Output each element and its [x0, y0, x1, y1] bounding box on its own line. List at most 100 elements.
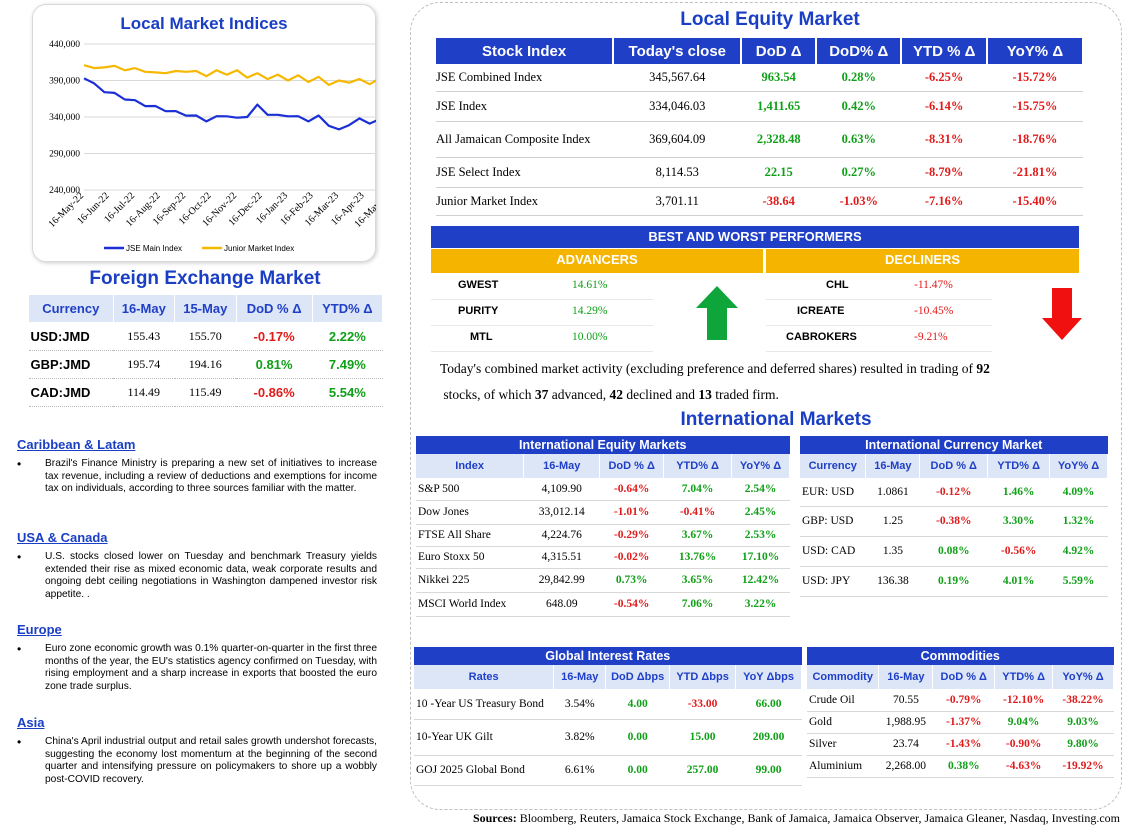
- table-cell: -0.29%: [599, 524, 664, 547]
- table-cell: -0.64%: [599, 478, 664, 501]
- equity-row: All Jamaican Composite Index 369,604.09 2,…: [436, 121, 1083, 158]
- table-cell: 12.42%: [731, 568, 790, 593]
- equity-header-cell: DoD Δ: [741, 38, 818, 64]
- table-header-cell: Rates: [414, 665, 555, 689]
- legend-label: JSE Main Index: [126, 244, 182, 253]
- table-cell: 194.16: [174, 350, 237, 379]
- table-row: Dow Jones 33,012.14 -1.01% -0.41% 2.45%: [416, 500, 790, 525]
- table-cell: 4,109.90: [523, 478, 600, 501]
- news-heading: Europe: [17, 622, 62, 637]
- table-cell: Crude Oil: [807, 689, 879, 712]
- table-header-cell: YTD% Δ: [663, 454, 733, 478]
- table-header-cell: YoY Δbps: [735, 665, 802, 689]
- news-paragraph: Brazil's Finance Ministry is preparing a…: [17, 458, 377, 496]
- table-cell: 7.04%: [663, 478, 732, 501]
- table-cell: FTSE All Share: [416, 524, 524, 547]
- table-cell: -0.79%: [932, 689, 995, 712]
- table-cell: 648.09: [523, 592, 600, 617]
- table-cell: JSE Index: [436, 91, 614, 122]
- equity-header-cell: YTD % Δ: [901, 38, 988, 64]
- table-cell: 4,224.76: [523, 524, 600, 547]
- junior-market-index-line: [83, 64, 376, 87]
- table-header-cell: YTD% Δ: [994, 665, 1054, 689]
- performer-symbol: GWEST: [458, 279, 499, 291]
- market-activity-text: Today's combined market activity (exclud…: [440, 361, 990, 402]
- table-cell: 5.59%: [1049, 566, 1108, 597]
- performer-symbol: MTL: [470, 331, 493, 343]
- global-interest-rates-table: Global Interest Rates Rates 16-May DoD Δbps…: [414, 647, 802, 786]
- fx-header-cell: 16-May: [112, 294, 176, 323]
- table-title: International Currency Market: [800, 436, 1108, 454]
- equity-row: JSE Select Index 8,114.53 22.15 0.27% -8.79%…: [436, 157, 1083, 188]
- equity-header-cell: YoY% Δ: [986, 38, 1085, 64]
- table-cell: 1,988.95: [878, 711, 933, 734]
- table-cell: 2.53%: [731, 524, 790, 547]
- fx-title: Foreign Exchange Market: [89, 268, 321, 289]
- table-cell: 2.54%: [731, 478, 790, 501]
- table-title-row: International Equity Markets: [416, 436, 790, 454]
- table-header-cell: DoD % Δ: [919, 454, 989, 478]
- equity-row: JSE Index 334,046.03 1,411.65 0.42% -6.14% -1…: [436, 91, 1083, 122]
- advancers-label: ADVANCERS: [431, 249, 763, 273]
- table-cell: 3.30%: [987, 506, 1050, 537]
- table-cell: 15.00: [669, 719, 736, 756]
- table-cell: -15.75%: [986, 91, 1083, 122]
- table-cell: -0.02%: [599, 546, 664, 569]
- table-cell: -6.14%: [901, 91, 987, 122]
- table-header-cell: YTD Δbps: [669, 665, 737, 689]
- table-row: Euro Stoxx 50 4,315.51 -0.02% 13.76% 17.10%: [416, 546, 790, 569]
- table-cell: 115.49: [174, 378, 237, 407]
- table-cell: 345,567.64: [613, 64, 742, 92]
- table-cell: 9.04%: [994, 711, 1053, 734]
- table-cell: -4.63%: [994, 755, 1053, 778]
- table-cell: -12.10%: [994, 689, 1053, 712]
- table-cell: -1.01%: [599, 500, 664, 525]
- table-cell: 33,012.14: [523, 500, 600, 525]
- news-paragraph: U.S. stocks closed lower on Tuesday and …: [17, 551, 377, 602]
- table-cell: MSCI World Index: [416, 592, 524, 617]
- table-row: USD: JPY 136.38 0.19% 4.01% 5.59%: [800, 566, 1108, 597]
- table-cell: 0.27%: [816, 157, 902, 188]
- fx-header-cell: DoD % Δ: [235, 294, 313, 323]
- table-cell: -38.64: [741, 187, 817, 216]
- fx-header-cell: Currency: [28, 294, 114, 323]
- table-cell: 4,315.51: [523, 546, 600, 569]
- table-cell: -1.37%: [932, 711, 995, 734]
- table-cell: 2.45%: [731, 500, 790, 525]
- table-row: Aluminium 2,268.00 0.38% -4.63% -19.92%: [807, 755, 1114, 778]
- table-cell: -21.81%: [986, 157, 1083, 188]
- table-title-row: Global Interest Rates: [414, 647, 802, 665]
- table-cell: All Jamaican Composite Index: [436, 121, 614, 158]
- chart-legend: JSE Main Index Junior Market Index: [104, 244, 294, 253]
- performer-symbol: PURITY: [458, 305, 499, 317]
- performer-change: -10.45%: [914, 305, 954, 317]
- table-cell: 369,604.09: [613, 121, 742, 158]
- table-cell: 29,842.99: [523, 568, 600, 593]
- performer-row: CHL -11.47%: [766, 274, 992, 300]
- table-row: EUR: USD 1.0861 -0.12% 1.46% 4.09%: [800, 478, 1108, 507]
- table-cell: 1.35: [865, 536, 920, 567]
- right-panel: [410, 2, 1122, 810]
- table-cell: USD: CAD: [800, 536, 866, 567]
- market-indices-chart: 240,000 290,000 340,000 390,000 440,000 16-M…: [47, 40, 376, 253]
- table-cell: 0.08%: [919, 536, 988, 567]
- table-cell: GBP:JMD: [28, 350, 114, 379]
- table-cell: 0.63%: [816, 121, 902, 158]
- y-tick-label: 390,000: [49, 77, 80, 87]
- equity-header-cell: DoD% Δ: [816, 38, 903, 64]
- table-cell: 0.73%: [599, 568, 664, 593]
- performer-change: 14.61%: [572, 279, 608, 291]
- table-cell: 7.49%: [312, 350, 383, 379]
- table-cell: 5.54%: [312, 378, 383, 407]
- table-header-cell: 16-May: [865, 454, 921, 478]
- table-cell: 3.54%: [553, 689, 606, 720]
- table-cell: 8,114.53: [613, 157, 742, 188]
- table-header-cell: DoD % Δ: [599, 454, 665, 478]
- table-row: 10 -Year US Treasury Bond 3.54% 4.00 -33.00…: [414, 689, 802, 720]
- fx-table: Currency 16-May 15-May DoD % Δ YTD% Δ USD:JM…: [28, 294, 384, 407]
- up-arrow-icon: [696, 286, 738, 340]
- table-cell: 13.76%: [663, 546, 732, 569]
- table-cell: 3,701.11: [613, 187, 742, 216]
- performer-change: 14.29%: [572, 305, 608, 317]
- local-equity-table: Stock Index Today's close DoD Δ DoD% Δ YTD %…: [436, 38, 1085, 216]
